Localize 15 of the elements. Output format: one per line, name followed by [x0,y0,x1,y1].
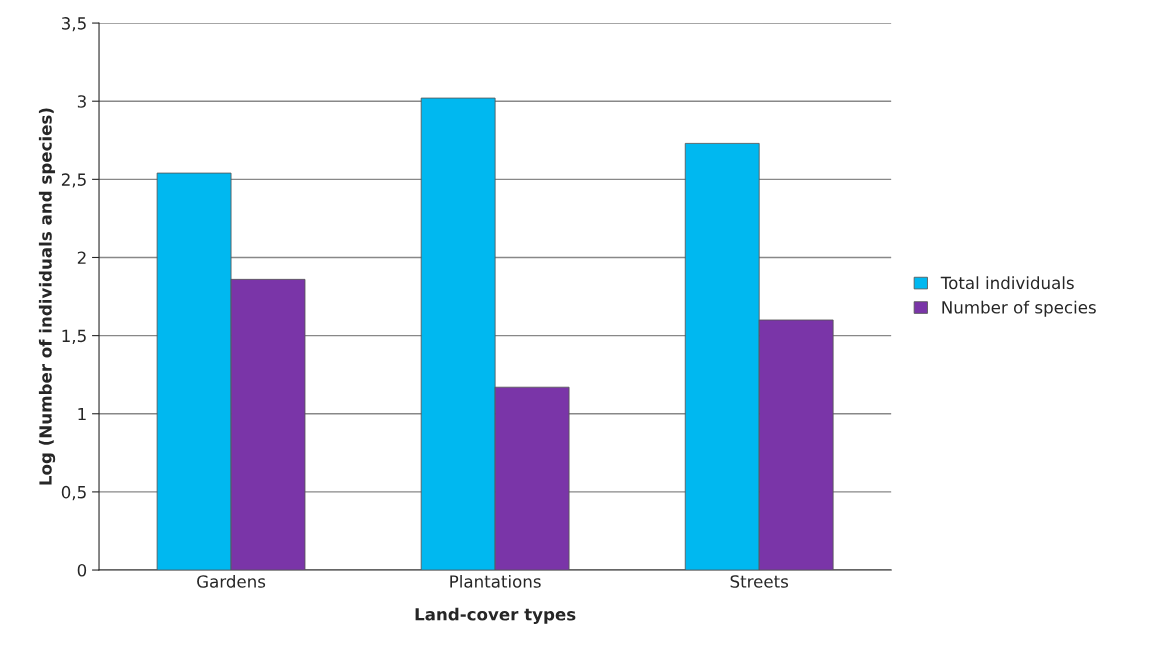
y-tick-label: 3,5 [61,17,86,32]
y-tick-label: 3 [77,95,86,108]
y-tick-label: 2 [77,251,86,264]
y-axis-title: Log (Number of individuals and species) [38,108,56,485]
y-tick-label: 0 [77,564,87,577]
y-tick-label: 1,5 [62,329,86,344]
legend-label: Total individuals [940,276,1074,290]
x-tick-label: Gardens [197,574,266,588]
y-tick-label: 2,5 [61,173,86,188]
x-tick-label: Plantations [450,574,541,588]
x-tick-label: Streets [730,575,789,588]
legend-label: Number of species [942,300,1096,317]
y-tick-label: 0,5 [61,485,86,501]
y-tick-label: 1 [78,407,86,421]
x-axis-title: Land-cover types [415,607,576,624]
